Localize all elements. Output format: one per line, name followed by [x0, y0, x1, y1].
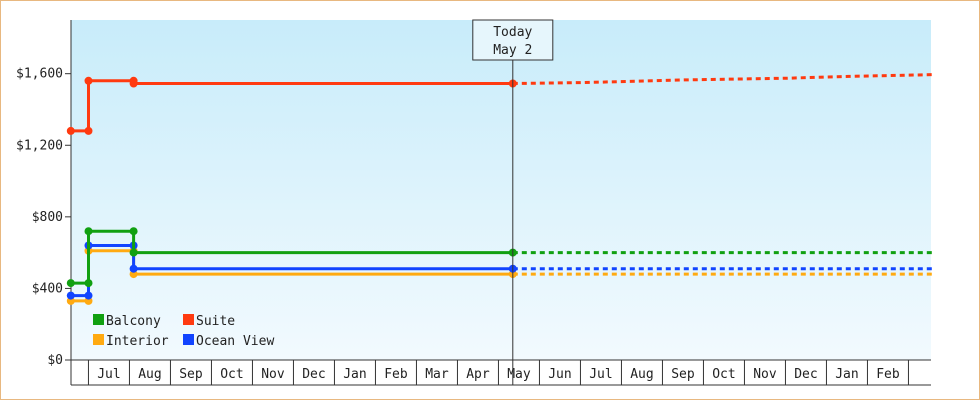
x-tick-label: Sep: [179, 367, 203, 382]
data-point-balcony: [84, 279, 93, 288]
legend-label-interior: Interior: [106, 334, 169, 349]
today-date: May 2: [493, 43, 532, 58]
x-tick-label: Dec: [302, 367, 325, 382]
series-layer: [66, 73, 936, 305]
x-tick-label: Jul: [97, 367, 120, 382]
today-label: Today: [493, 25, 532, 40]
data-point-ocean-view: [129, 264, 138, 273]
legend-label-ocean-view: Ocean View: [196, 334, 274, 349]
y-tick-label: $0: [47, 353, 63, 368]
x-tick-label: Mar: [425, 367, 449, 382]
data-point-suite: [129, 79, 138, 88]
data-point-ocean-view: [84, 291, 93, 300]
data-point-balcony: [84, 227, 93, 236]
x-tick-label: Nov: [753, 367, 777, 382]
x-tick-label: Feb: [876, 367, 900, 382]
legend-label-suite: Suite: [196, 314, 235, 329]
x-tick-label: Jan: [835, 367, 858, 382]
x-tick-label: Jan: [343, 367, 366, 382]
data-point-suite: [84, 126, 93, 135]
legend: Balcony Suite Interior Ocean View: [93, 314, 274, 349]
data-point-balcony: [129, 248, 138, 257]
data-point-ocean-view: [66, 291, 75, 300]
x-tick-label: Oct: [220, 367, 243, 382]
x-tick-label: Aug: [630, 367, 653, 382]
today-marker: Today May 2: [472, 19, 554, 385]
x-tick-label: Jun: [548, 367, 571, 382]
plot-area: [71, 20, 931, 360]
data-point-balcony: [129, 227, 138, 236]
x-tick-label: Dec: [794, 367, 817, 382]
x-tick-label: Feb: [384, 367, 408, 382]
legend-swatch-balcony: [93, 314, 104, 325]
y-tick-label: $800: [32, 210, 63, 225]
series-forecast-suite: [512, 73, 936, 85]
data-point-suite: [84, 76, 93, 85]
y-tick-label: $1,200: [16, 138, 63, 153]
today-box: [472, 19, 554, 61]
x-tick-label: Oct: [712, 367, 735, 382]
legend-swatch-suite: [183, 314, 194, 325]
legend-swatch-interior: [93, 334, 104, 345]
data-point-suite: [66, 126, 75, 135]
x-tick-label: Apr: [466, 367, 490, 382]
x-tick-label: Aug: [138, 367, 161, 382]
x-tick-label: Sep: [671, 367, 695, 382]
data-point-balcony: [66, 279, 75, 288]
x-tick-label: Jul: [589, 367, 612, 382]
x-tick-label: Nov: [261, 367, 285, 382]
y-tick-label: $400: [32, 281, 63, 296]
legend-swatch-ocean-view: [183, 334, 194, 345]
x-tick-label: May: [507, 367, 531, 382]
y-tick-label: $1,600: [16, 67, 63, 82]
legend-label-balcony: Balcony: [106, 314, 161, 329]
